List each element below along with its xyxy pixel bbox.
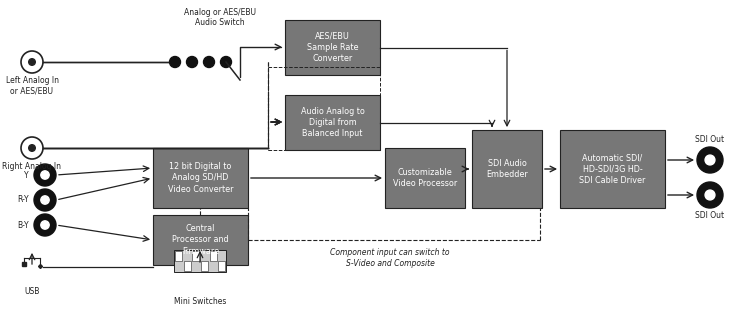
Circle shape	[34, 164, 56, 186]
Circle shape	[34, 189, 56, 211]
Text: R-Y: R-Y	[17, 196, 29, 204]
Circle shape	[697, 147, 723, 173]
Text: SDI Out: SDI Out	[695, 211, 724, 220]
Circle shape	[220, 56, 232, 67]
Circle shape	[40, 171, 50, 179]
Bar	[153, 148, 248, 208]
Circle shape	[187, 56, 197, 67]
Text: Audio Analog to
Digital from
Balanced Input: Audio Analog to Digital from Balanced In…	[301, 107, 364, 138]
Circle shape	[40, 196, 50, 204]
Text: Customizable
Video Processor: Customizable Video Processor	[393, 168, 457, 188]
Text: Mini Switches: Mini Switches	[174, 297, 226, 306]
Bar	[175, 251, 182, 261]
Circle shape	[28, 145, 35, 151]
Circle shape	[705, 190, 715, 200]
Text: Central
Processor and
Firmware: Central Processor and Firmware	[172, 224, 229, 256]
Text: USB: USB	[24, 287, 40, 296]
Text: Y: Y	[24, 170, 29, 179]
Text: Left Analog In
or AES/EBU: Left Analog In or AES/EBU	[5, 76, 58, 95]
Bar	[472, 130, 542, 208]
Text: Right Analog In: Right Analog In	[2, 162, 62, 171]
Bar	[201, 261, 208, 271]
Bar	[285, 20, 380, 75]
Bar	[385, 148, 465, 208]
Bar	[560, 130, 665, 208]
Bar	[285, 95, 380, 150]
Bar	[192, 251, 200, 261]
Bar	[153, 215, 248, 265]
Text: Automatic SDI/
HD-SDI/3G HD-
SDI Cable Driver: Automatic SDI/ HD-SDI/3G HD- SDI Cable D…	[579, 154, 646, 185]
Bar	[210, 251, 217, 261]
Text: SDI Out: SDI Out	[695, 135, 724, 144]
Circle shape	[34, 214, 56, 236]
Circle shape	[28, 59, 35, 65]
Circle shape	[697, 182, 723, 208]
Text: Analog or AES/EBU
Audio Switch: Analog or AES/EBU Audio Switch	[184, 8, 256, 27]
Bar	[218, 261, 226, 271]
Text: Component input can switch to
S-Video and Composite: Component input can switch to S-Video an…	[330, 248, 450, 268]
Bar	[174, 250, 226, 272]
Bar	[184, 261, 190, 271]
Circle shape	[705, 155, 715, 165]
Text: AES/EBU
Sample Rate
Converter: AES/EBU Sample Rate Converter	[307, 32, 358, 63]
Circle shape	[170, 56, 181, 67]
Text: 12 bit Digital to
Analog SD/HD
Video Converter: 12 bit Digital to Analog SD/HD Video Con…	[168, 163, 233, 194]
Circle shape	[203, 56, 214, 67]
Text: SDI Audio
Embedder: SDI Audio Embedder	[486, 159, 528, 179]
Text: B-Y: B-Y	[17, 221, 29, 230]
Circle shape	[40, 221, 50, 229]
